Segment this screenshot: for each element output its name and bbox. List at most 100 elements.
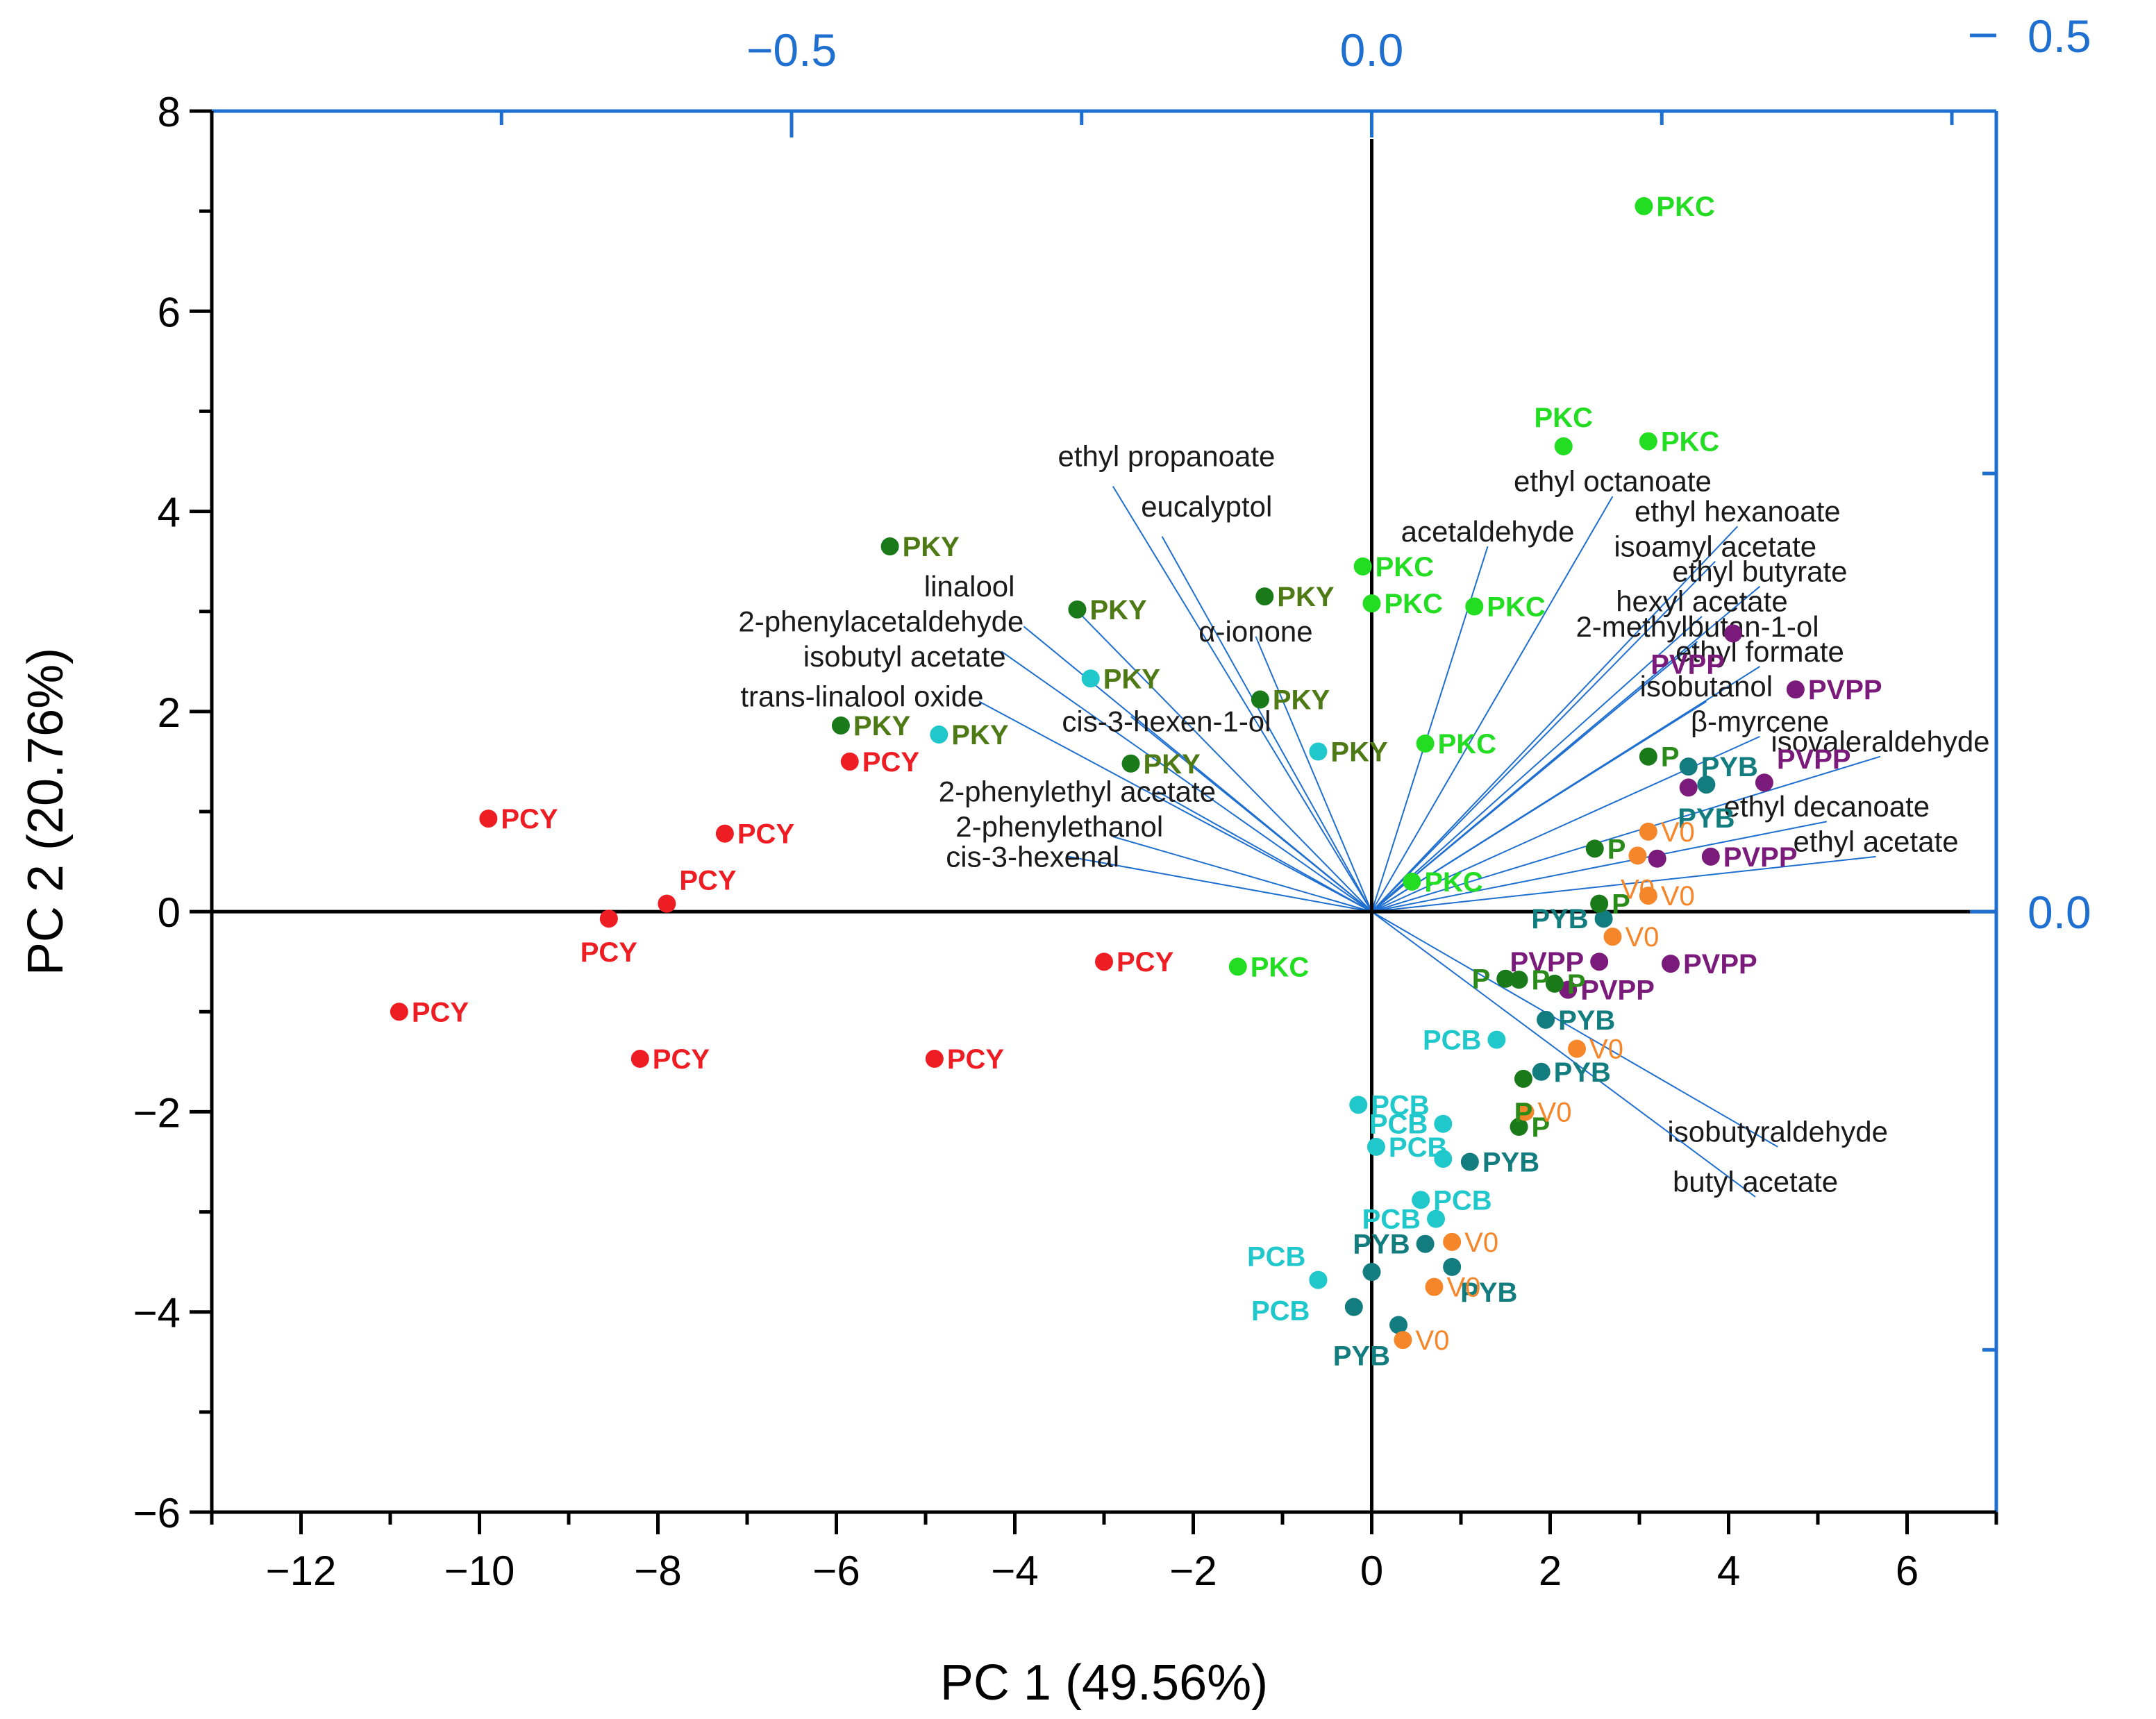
score-point-pvpp [1648,849,1666,868]
loading-vectors: ethyl propanoateeucalyptollinalool2-phen… [738,440,1989,1198]
loading-label: ethyl acetate [1793,825,1958,858]
score-point-pky [831,716,850,735]
loading-label: linalool [924,570,1015,603]
x-tick-label: −4 [991,1548,1038,1594]
loading-label: isobutyraldehyde [1667,1116,1888,1148]
y-tick-label: 2 [158,689,181,736]
score-label-p: P [1532,1112,1551,1143]
score-label-pcb: PCB [1389,1132,1447,1163]
loading-label: β-myrcene [1691,705,1829,738]
score-label-pvpp: PVPP [1510,947,1584,978]
score-point-p [1639,747,1657,766]
score-point-p [1545,974,1564,993]
score-label-pyb: PYB [1460,1277,1517,1308]
score-point-pkc [1403,872,1421,891]
y-tick-label: −2 [133,1089,181,1136]
score-label-p: P [1567,969,1586,1000]
score-point-v0 [1603,928,1622,946]
score-label-pvpp: PVPP [1580,975,1655,1006]
score-label-pcb: PCB [1423,1025,1481,1056]
score-label-pcy: PCY [679,866,737,896]
loading-label: isoamyl acetate [1614,530,1816,562]
axis-ticks: −12 −10 −8 −6 −4 −2 0 2 4 6 −6 −4 −2 0 2 4 6 8 −0.5 0.0 0.5 0… [133,10,2091,1594]
score-label-pcb: PCB [1247,1242,1305,1273]
score-label-pyb: PYB [1558,1005,1615,1036]
score-label-pkc: PKC [1487,592,1545,623]
x-tick-label: −2 [1169,1548,1217,1594]
y-tick-label: 4 [158,489,181,536]
score-point-pkc [1639,432,1657,451]
score-label-pky: PKY [903,532,960,562]
score-label-pcb: PCB [1362,1205,1421,1235]
right-tick-label: 0.5 [2028,10,2091,62]
score-point-v0 [1639,887,1657,905]
score-label-pcy: PCY [580,937,638,968]
x-tick-label: 6 [1896,1548,1919,1594]
loading-vector [1255,636,1373,912]
y-tick-label: 6 [158,289,181,335]
score-point-pvpp [1590,953,1609,971]
score-label-p: P [1514,1098,1533,1128]
score-point-pcb [930,726,949,744]
score-point-v0 [1394,1331,1412,1350]
score-point-pkc [1362,594,1381,613]
loading-vector [1001,651,1373,912]
score-point-pyb [1532,1062,1551,1081]
loading-label: ethyl propanoate [1058,440,1275,473]
loading-label: isovaleraldehyde [1771,726,1989,758]
score-label-v0: V0 [1589,1034,1623,1065]
score-label-v0: V0 [1621,874,1655,905]
score-label-pky: PKY [1277,582,1335,612]
loading-label: ethyl butyrate [1672,555,1847,587]
loading-vector [1371,821,1828,913]
score-label-pcb: PCB [1251,1296,1310,1327]
score-label-pyb: PYB [1701,752,1758,782]
loading-vector [1371,560,1716,912]
score-point-pkc [1465,597,1484,616]
loading-label: trans-linalool oxide [740,680,983,713]
loading-vector [1371,641,1698,912]
loading-vector [1371,616,1703,912]
score-label-v0: V0 [1538,1097,1572,1127]
score-label-pkc: PKC [1424,867,1482,898]
loading-label: ethyl formate [1676,635,1844,668]
score-point-pcb [1434,1114,1453,1133]
loading-label: 2-methylbutan-1-ol [1576,610,1819,643]
score-label-pkc: PKC [1385,589,1443,619]
score-label-pyb: PYB [1554,1057,1611,1088]
y-axis-title: PC 2 (20.76%) [18,648,74,975]
score-label-pyb: PYB [1678,803,1735,834]
loading-label: cis-3-hexen-1-ol [1062,705,1271,738]
score-point-pyb [1594,909,1613,928]
loading-label: butyl acetate [1673,1166,1838,1198]
score-point-pyb [1679,757,1698,776]
score-point-pyb [1460,1152,1479,1171]
score-point-pyb [1362,1263,1381,1282]
score-point-p [1496,969,1515,988]
score-label-pyb: PYB [1353,1230,1410,1260]
x-tick-label: −6 [812,1548,860,1594]
score-point-p [1590,894,1609,913]
score-point-pvpp [1723,624,1742,643]
score-point-pyb [1416,1234,1435,1253]
score-point-p [1585,839,1604,858]
loading-label: isobutyl acetate [803,640,1006,673]
score-label-pky: PKY [1144,749,1201,780]
score-point-pcb [1349,1096,1368,1114]
y-tick-label: 0 [158,889,181,936]
loading-label: α-ionone [1198,615,1312,648]
right-tick-label: 0.0 [2028,887,2091,938]
score-point-pky [1121,754,1140,773]
score-label-pcy: PCY [501,804,558,835]
score-point-pcy [840,752,859,771]
score-label-pky: PKY [951,720,1009,751]
x-tick-label: −12 [266,1548,337,1594]
score-label-pkc: PKC [1438,729,1496,760]
score-label-pcy: PCY [1117,947,1174,978]
loading-vector [1068,855,1372,913]
y-tick-label: 8 [158,89,181,135]
score-point-pcy [715,824,734,843]
score-point-v0 [1639,822,1657,841]
loading-vector [1072,605,1373,912]
loading-label: 2-phenylethanol [955,810,1163,843]
